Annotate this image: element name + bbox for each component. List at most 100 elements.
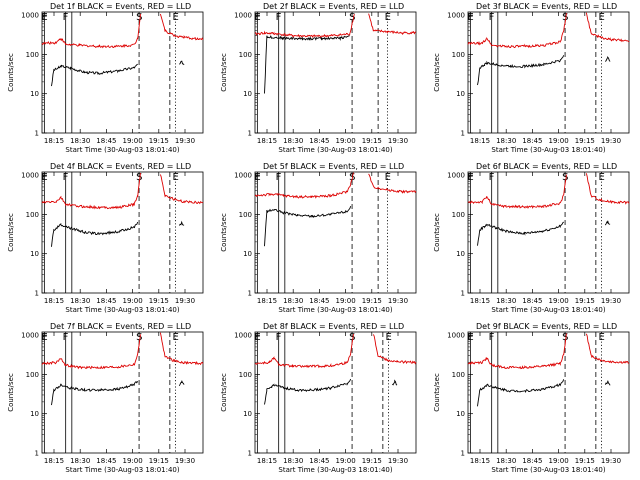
x-tick-label: 19:30 [388,457,408,465]
y-tick-label: 10 [243,250,252,258]
chart-svg: Det 9f BLACK = Events, RED = LLD 1 10 100 10… [433,322,630,474]
x-tick-label: 18:15 [44,297,64,305]
event-marker-label: S [136,12,142,23]
x-tick-label: 18:45 [309,297,329,305]
y-tick-label: 1 [461,290,465,298]
event-marker-label: S [562,12,568,23]
y-tick-label: 1000 [234,332,252,340]
y-axis-label: Counts/sec [433,373,441,412]
y-tick-label: 1 [35,450,39,458]
event-marker-label: F [489,172,495,183]
event-marker-label: S [349,12,355,23]
chart-svg: Det 2f BLACK = Events, RED = LLD 1 10 100 10… [220,2,417,154]
y-axis-label: Counts/sec [433,213,441,252]
events-series-line [604,380,611,386]
event-marker-label: F [489,332,495,343]
y-axis-label: Counts/sec [220,373,228,412]
plot-frame [467,331,630,454]
x-tick-label: 19:30 [175,137,195,145]
chart-panel: Det 9f BLACK = Events, RED = LLD 1 10 100 10… [426,320,639,480]
event-marker-label: F [276,12,282,23]
y-tick-label: 1000 [234,12,252,20]
y-tick-label: 100 [26,371,39,379]
events-series-line [264,206,352,247]
x-tick-label: 18:45 [96,137,116,145]
x-tick-label: 18:15 [470,137,490,145]
event-marker-label: E [173,172,179,183]
events-series-line [264,378,352,405]
lld-series-line [368,173,417,194]
x-tick-label: 18:15 [44,457,64,465]
panel-title: Det 8f BLACK = Events, RED = LLD [263,322,404,331]
x-tick-label: 19:30 [601,297,621,305]
lld-series-line [372,334,417,365]
x-axis-label: Start Time (30-Aug-03 18:01:40) [65,146,179,154]
y-tick-label: 100 [26,211,39,219]
plot-frame [254,331,417,454]
events-series-line [477,221,564,246]
y-tick-label: 1 [35,130,39,138]
plot-frame [254,171,417,294]
events-series-line [178,380,185,387]
x-tick-label: 19:30 [601,457,621,465]
event-marker-label: E [254,172,260,183]
x-tick-label: 18:30 [496,137,516,145]
x-tick-label: 18:30 [70,137,90,145]
chart-svg: Det 7f BLACK = Events, RED = LLD 1 10 100 10… [7,322,204,474]
y-tick-label: 100 [452,371,465,379]
x-tick-label: 19:30 [175,457,195,465]
chart-svg: Det 4f BLACK = Events, RED = LLD 1 10 100 10… [7,162,204,314]
x-tick-label: 18:30 [283,457,303,465]
y-tick-label: 10 [30,410,39,418]
chart-svg: Det 3f BLACK = Events, RED = LLD 1 10 100 10… [433,2,630,154]
panel-title: Det 6f BLACK = Events, RED = LLD [476,162,617,171]
x-tick-label: 18:15 [257,137,277,145]
x-tick-label: 18:15 [470,297,490,305]
x-tick-label: 19:00 [123,297,143,305]
x-axis-label: Start Time (30-Aug-03 18:01:40) [278,306,392,314]
chart-panel: Det 3f BLACK = Events, RED = LLD 1 10 100 10… [426,0,639,160]
x-tick-label: 19:15 [149,137,169,145]
event-marker-label: E [599,172,605,183]
x-tick-label: 19:30 [388,137,408,145]
event-marker-label: E [386,332,392,343]
events-series-line [477,379,565,407]
x-axis-label: Start Time (30-Aug-03 18:01:40) [491,146,605,154]
y-tick-label: 1000 [447,172,465,180]
x-tick-label: 19:30 [175,297,195,305]
y-tick-label: 1 [461,450,465,458]
event-marker-label: F [489,12,495,23]
event-marker-label: E [385,12,391,23]
x-tick-label: 19:30 [388,297,408,305]
event-marker-label: F [63,332,69,343]
chart-panel: Det 5f BLACK = Events, RED = LLD 1 10 100 10… [213,160,426,320]
x-tick-label: 19:00 [123,137,143,145]
event-marker-label: E [41,12,47,23]
event-marker-label: E [173,332,179,343]
x-tick-label: 19:00 [549,297,569,305]
x-tick-label: 18:15 [44,137,64,145]
x-axis-label: Start Time (30-Aug-03 18:01:40) [65,466,179,474]
events-series-line [51,63,138,87]
x-tick-label: 18:45 [522,137,542,145]
x-tick-label: 18:45 [522,297,542,305]
chart-panel: Det 8f BLACK = Events, RED = LLD 1 10 100 10… [213,320,426,480]
plot-frame [254,11,417,134]
x-axis-label: Start Time (30-Aug-03 18:01:40) [65,306,179,314]
x-tick-label: 18:45 [522,457,542,465]
x-tick-label: 18:30 [70,297,90,305]
plot-frame [467,171,630,294]
x-tick-label: 19:00 [336,297,356,305]
events-series-line [264,34,350,94]
lld-series-line [368,13,417,35]
event-marker-label: E [467,332,473,343]
panel-title: Det 3f BLACK = Events, RED = LLD [476,2,617,11]
x-tick-label: 19:00 [336,457,356,465]
event-marker-label: S [562,332,568,343]
chart-panel: Det 7f BLACK = Events, RED = LLD 1 10 100 10… [0,320,213,480]
event-marker-label: E [41,172,47,183]
y-tick-label: 10 [456,410,465,418]
event-marker-label: E [385,172,391,183]
event-marker-label: E [467,12,473,23]
